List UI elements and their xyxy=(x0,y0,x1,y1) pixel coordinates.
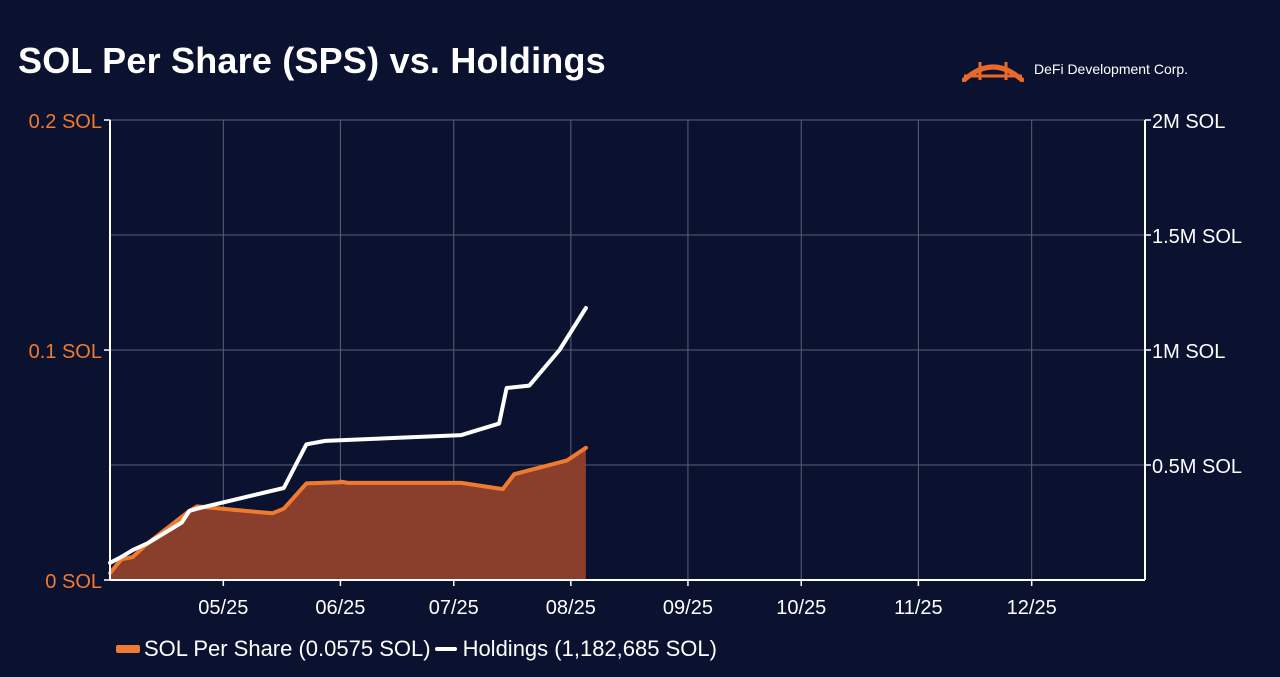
tick-labels: 05/25 06/25 07/25 08/25 09/25 10/25 11/25 12/25… xyxy=(29,111,1242,619)
y-right-tick-label: 2M SOL xyxy=(1152,111,1225,133)
x-tick-label: 05/25 xyxy=(198,597,248,619)
legend-item-holdings[interactable]: Holdings (1,182,685 SOL) xyxy=(434,636,717,662)
legend-label-holdings: Holdings (1,182,685 SOL) xyxy=(462,636,717,661)
legend-item-sps[interactable]: SOL Per Share (0.0575 SOL) xyxy=(116,636,431,662)
x-tick-label: 07/25 xyxy=(429,597,479,619)
y-left-tick-label: 0.1 SOL xyxy=(29,341,102,363)
legend-swatch-holdings xyxy=(434,647,457,651)
x-tick-label: 10/25 xyxy=(776,597,826,619)
brand-name: DeFi Development Corp. xyxy=(1034,61,1189,77)
x-tick-label: 12/25 xyxy=(1007,597,1057,619)
brand-logo: DeFi Development Corp. xyxy=(962,56,1188,82)
legend-swatch-sps xyxy=(116,645,140,653)
axes xyxy=(104,119,1151,586)
sps-area xyxy=(110,447,586,580)
y-left-tick-label: 0.2 SOL xyxy=(29,111,102,133)
y-right-tick-label: 0.5M SOL xyxy=(1152,456,1242,478)
y-right-tick-label: 1M SOL xyxy=(1152,341,1225,363)
series-lines xyxy=(108,306,588,576)
chart-title: SOL Per Share (SPS) vs. Holdings xyxy=(18,40,606,81)
x-tick-label: 09/25 xyxy=(663,597,713,619)
x-tick-label: 11/25 xyxy=(894,597,943,619)
legend: SOL Per Share (0.0575 SOL) Holdings (1,1… xyxy=(116,636,721,662)
holdings-line xyxy=(108,306,588,565)
sps-area-fill xyxy=(110,447,586,580)
legend-label-sps: SOL Per Share (0.0575 SOL) xyxy=(144,636,431,661)
y-left-tick-label: 0 SOL xyxy=(45,571,102,593)
x-tick-label: 06/25 xyxy=(315,597,365,619)
bridge-logo-icon xyxy=(962,62,1024,82)
y-right-tick-label: 1.5M SOL xyxy=(1152,226,1242,248)
x-tick-label: 08/25 xyxy=(546,597,596,619)
sps-line xyxy=(108,445,588,576)
